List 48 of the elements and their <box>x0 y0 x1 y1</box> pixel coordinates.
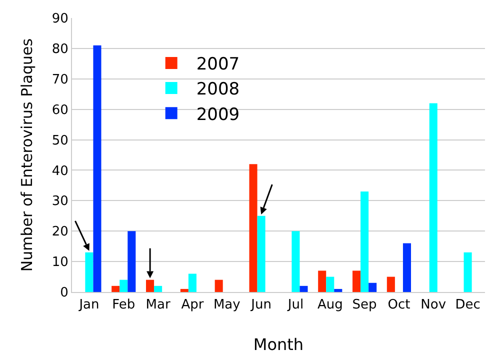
x-axis-title: Month <box>253 335 304 354</box>
y-tick-label: 20 <box>52 224 68 240</box>
bar <box>386 276 395 292</box>
y-tick-label: 10 <box>52 255 68 270</box>
x-tick-label: Mar <box>146 298 171 313</box>
x-tick-label: Sep <box>352 298 377 313</box>
bar <box>464 252 472 292</box>
bar <box>334 288 342 292</box>
x-tick-label: Oct <box>388 298 410 313</box>
bar <box>154 286 162 292</box>
y-tick-label: 60 <box>52 102 68 118</box>
y-tick-label: 30 <box>52 194 68 210</box>
y-tick-label: 0 <box>60 286 68 301</box>
bar <box>249 164 258 292</box>
bar <box>93 45 102 292</box>
bar <box>352 270 361 292</box>
x-tick-label: Jun <box>250 298 272 313</box>
x-tick-label: Jul <box>286 298 304 313</box>
x-tick-label: May <box>213 298 241 313</box>
bar <box>402 243 411 292</box>
bar <box>326 276 334 292</box>
y-tick-label: 90 <box>52 12 68 27</box>
bar <box>368 282 377 292</box>
bar <box>429 103 438 292</box>
bar <box>360 192 369 292</box>
bar <box>214 280 223 292</box>
y-tick-label: 70 <box>52 72 68 88</box>
bar <box>188 274 196 292</box>
bar <box>318 270 326 292</box>
legend-label: 2008 <box>196 80 240 100</box>
bar <box>112 286 120 292</box>
bar <box>120 280 128 292</box>
x-tick-label: Jan <box>78 298 100 313</box>
bar <box>128 231 136 292</box>
y-tick-label: 80 <box>52 42 68 57</box>
x-tick-label: Nov <box>420 298 446 313</box>
x-tick-label: Aug <box>317 298 343 313</box>
x-tick-label: Dec <box>455 298 480 313</box>
y-axis-title: Number of Enterovirus Plaques <box>18 38 36 272</box>
y-tick-label: 40 <box>52 164 68 179</box>
bar <box>300 286 308 292</box>
y-tick-label: 50 <box>52 133 68 148</box>
legend-label: 2007 <box>196 54 240 75</box>
x-tick-label: Apr <box>181 298 204 313</box>
legend-label: 2009 <box>196 104 240 125</box>
x-tick-label: Feb <box>112 298 136 313</box>
bar <box>292 231 300 292</box>
bar <box>180 288 188 292</box>
